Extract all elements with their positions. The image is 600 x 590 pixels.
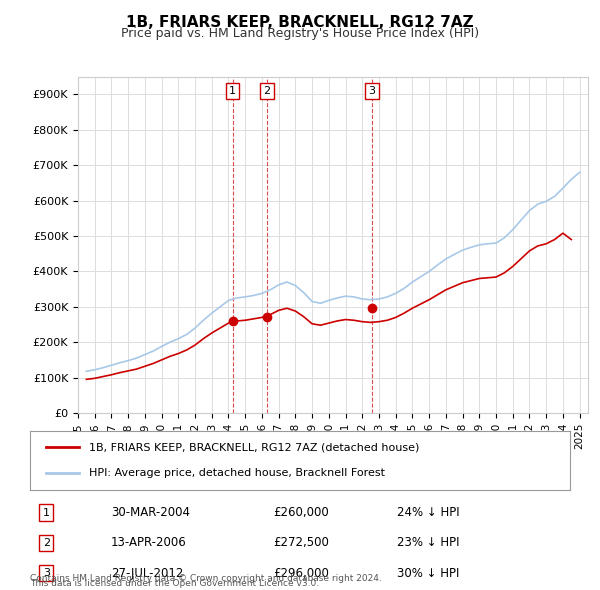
Text: 1: 1 bbox=[43, 508, 50, 518]
Text: 30% ↓ HPI: 30% ↓ HPI bbox=[397, 566, 460, 579]
Text: 30-MAR-2004: 30-MAR-2004 bbox=[111, 506, 190, 519]
Text: 24% ↓ HPI: 24% ↓ HPI bbox=[397, 506, 460, 519]
Text: 2: 2 bbox=[43, 538, 50, 548]
Text: 23% ↓ HPI: 23% ↓ HPI bbox=[397, 536, 460, 549]
Text: Price paid vs. HM Land Registry's House Price Index (HPI): Price paid vs. HM Land Registry's House … bbox=[121, 27, 479, 40]
Text: 3: 3 bbox=[368, 86, 375, 96]
Text: 13-APR-2006: 13-APR-2006 bbox=[111, 536, 187, 549]
Text: This data is licensed under the Open Government Licence v3.0.: This data is licensed under the Open Gov… bbox=[30, 579, 319, 588]
Text: Contains HM Land Registry data © Crown copyright and database right 2024.: Contains HM Land Registry data © Crown c… bbox=[30, 574, 382, 583]
Text: 27-JUL-2012: 27-JUL-2012 bbox=[111, 566, 184, 579]
Text: 3: 3 bbox=[43, 568, 50, 578]
Text: HPI: Average price, detached house, Bracknell Forest: HPI: Average price, detached house, Brac… bbox=[89, 468, 385, 478]
Text: 1B, FRIARS KEEP, BRACKNELL, RG12 7AZ: 1B, FRIARS KEEP, BRACKNELL, RG12 7AZ bbox=[126, 15, 474, 30]
Text: £260,000: £260,000 bbox=[273, 506, 329, 519]
Text: 1: 1 bbox=[229, 86, 236, 96]
Text: 1B, FRIARS KEEP, BRACKNELL, RG12 7AZ (detached house): 1B, FRIARS KEEP, BRACKNELL, RG12 7AZ (de… bbox=[89, 442, 420, 452]
Text: 2: 2 bbox=[263, 86, 270, 96]
Text: £272,500: £272,500 bbox=[273, 536, 329, 549]
Text: £296,000: £296,000 bbox=[273, 566, 329, 579]
